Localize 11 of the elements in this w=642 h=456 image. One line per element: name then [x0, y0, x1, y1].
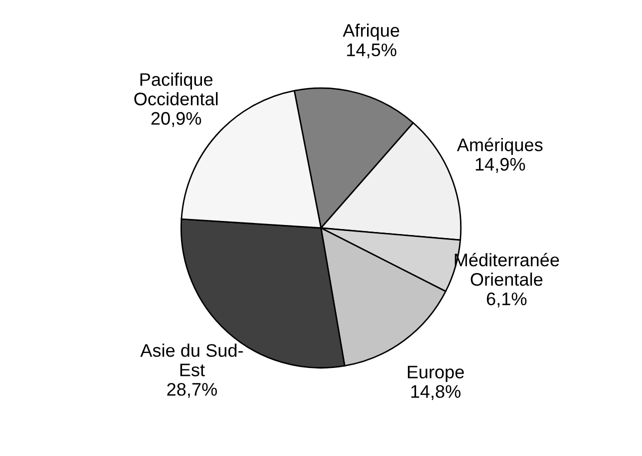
slice-label: Afrique	[342, 24, 400, 40]
data-label: 28,7%	[167, 382, 217, 398]
data-label: 14,8%	[411, 385, 460, 400]
data-label: 14,9%	[476, 158, 526, 173]
slice-label: Amériques	[456, 138, 543, 155]
slice-label: Europe	[408, 366, 464, 382]
data-label: 20,9%	[151, 112, 202, 127]
slice-label: Pacifique Occidental	[134, 72, 218, 106]
data-label: 6,1%	[486, 292, 526, 308]
slice-label: Asie du Sud- Est	[140, 344, 243, 376]
data-label: 14,5%	[347, 44, 396, 58]
